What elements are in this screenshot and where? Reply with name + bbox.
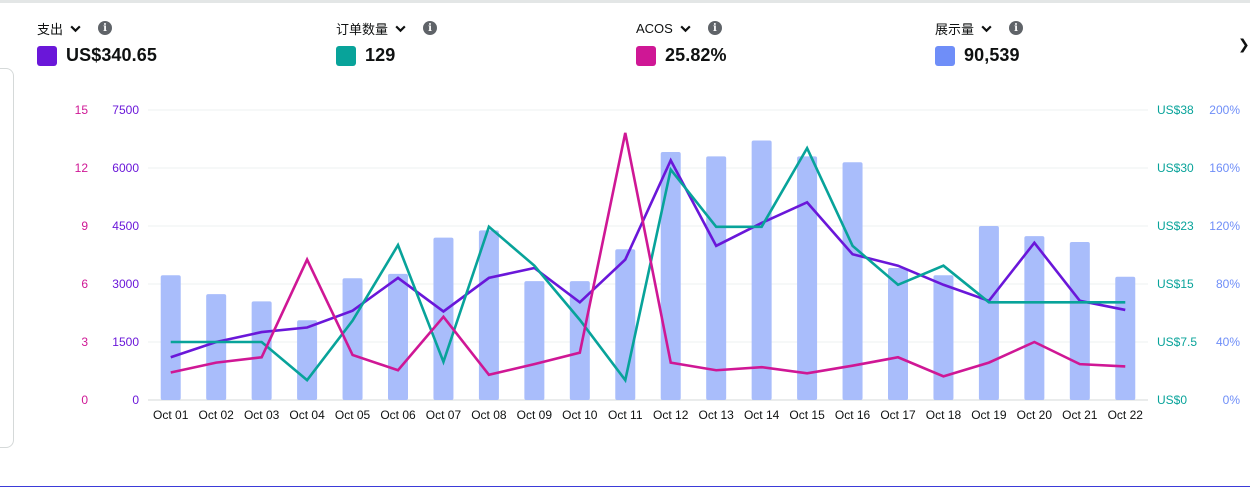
bar-impressions [478,230,499,400]
impressions-value: 90,539 [964,45,1020,65]
x-axis-tick: Oct 12 [653,408,689,422]
right-inner-axis-tick: US$23 [1157,219,1194,233]
bar-impressions [797,156,818,400]
metric-orders: 订单数量 i 129 [336,18,438,66]
bar-impressions [1024,236,1045,400]
spend-color-swatch[interactable] [37,45,57,66]
x-axis-tick: Oct 13 [699,408,735,422]
left-inner-axis-tick: 0 [132,393,139,407]
bar-impressions [888,268,908,400]
x-axis-tick: Oct 18 [926,408,962,422]
bar-impressions [1069,241,1090,400]
left-inner-axis-tick: 7500 [112,103,139,117]
line-ACOS [170,132,1126,378]
left-outer-axis-tick: 9 [81,219,88,233]
x-axis-tick: Oct 10 [562,408,598,422]
top-border [0,0,1250,3]
x-axis-tick: Oct 17 [880,408,916,422]
right-outer-axis-tick: 120% [1209,219,1240,233]
bar-impressions [297,320,318,400]
metric-impressions-selector[interactable]: 展示量 [935,21,975,37]
right-outer-axis-tick: 200% [1209,103,1240,117]
line-支出 [170,157,1126,359]
chevron-down-icon[interactable] [679,22,692,35]
x-axis-tick: Oct 20 [1017,408,1053,422]
orders-value: 129 [365,45,396,65]
info-icon[interactable]: i [98,21,113,35]
bar-impressions [524,281,545,400]
bar-impressions [842,162,863,400]
x-axis-tick: Oct 14 [744,408,780,422]
line-订单数量 [170,145,1126,384]
x-axis-tick: Oct 08 [471,408,507,422]
left-inner-axis-tick: 1500 [112,335,139,349]
x-axis-tick: Oct 19 [971,408,1007,422]
bar-impressions [569,281,590,400]
bar-impressions [706,156,727,400]
left-outer-axis-tick: 12 [75,161,89,175]
orders-color-swatch[interactable] [336,45,356,66]
chevron-down-icon[interactable] [980,22,993,35]
bar-impressions [388,273,408,400]
metric-impressions: 展示量 i 90,539 [935,18,1024,66]
right-inner-axis-tick: US$0 [1157,393,1187,407]
left-outer-axis-tick: 15 [75,103,89,117]
info-icon[interactable]: i [1009,21,1024,35]
side-panel-edge [0,68,14,448]
right-inner-axis-tick: US$38 [1157,103,1194,117]
x-axis-tick: Oct 15 [789,408,825,422]
left-outer-axis-tick: 6 [81,277,88,291]
x-axis-tick: Oct 04 [289,408,325,422]
metric-acos-selector[interactable]: ACOS [636,20,673,36]
x-axis-tick: Oct 07 [426,408,462,422]
bar-impressions [206,294,227,400]
spend-value: US$340.65 [66,45,157,65]
right-outer-axis-tick: 80% [1216,277,1240,291]
metric-spend-selector[interactable]: 支出 [37,21,64,37]
right-outer-axis-tick: 40% [1216,335,1240,349]
bar-impressions [1115,276,1136,400]
right-outer-axis-tick: 160% [1209,161,1240,175]
acos-value: 25.82% [665,45,727,65]
scroll-caret-icon[interactable]: ❯ [1238,36,1250,52]
info-icon[interactable]: i [423,21,438,35]
right-inner-axis-tick: US$15 [1157,277,1194,291]
x-axis-tick: Oct 03 [244,408,280,422]
left-inner-axis-tick: 3000 [112,277,139,291]
chevron-down-icon[interactable] [394,22,407,35]
x-axis-tick: Oct 21 [1062,408,1098,422]
left-outer-axis-tick: 3 [81,335,88,349]
x-axis-tick: Oct 02 [199,408,235,422]
x-axis-tick: Oct 06 [380,408,416,422]
left-inner-axis-tick: 6000 [112,161,139,175]
metric-spend: 支出 i US$340.65 [37,18,157,66]
left-inner-axis-tick: 4500 [112,219,139,233]
metric-orders-selector[interactable]: 订单数量 [336,21,389,37]
bar-impressions [933,275,954,400]
impressions-color-swatch[interactable] [935,45,955,66]
x-axis-tick: Oct 11 [608,408,643,422]
info-icon[interactable]: i [707,21,722,35]
x-axis-tick: Oct 22 [1108,408,1144,422]
bar-impressions [751,140,772,400]
right-inner-axis-tick: US$7.5 [1157,335,1197,349]
right-outer-axis-tick: 0% [1223,393,1241,407]
x-axis-tick: Oct 09 [517,408,553,422]
acos-color-swatch[interactable] [636,45,656,66]
x-axis-tick: Oct 01 [153,408,189,422]
bar-impressions [251,301,272,400]
x-axis-tick: Oct 16 [835,408,871,422]
x-axis-tick: Oct 05 [335,408,371,422]
bar-impressions [978,226,999,400]
metric-acos: ACOS i 25.82% [636,18,727,66]
bottom-divider [0,486,1250,487]
chevron-down-icon[interactable] [69,22,82,35]
bar-impressions [160,275,181,400]
left-outer-axis-tick: 0 [81,393,88,407]
right-inner-axis-tick: US$30 [1157,161,1194,175]
